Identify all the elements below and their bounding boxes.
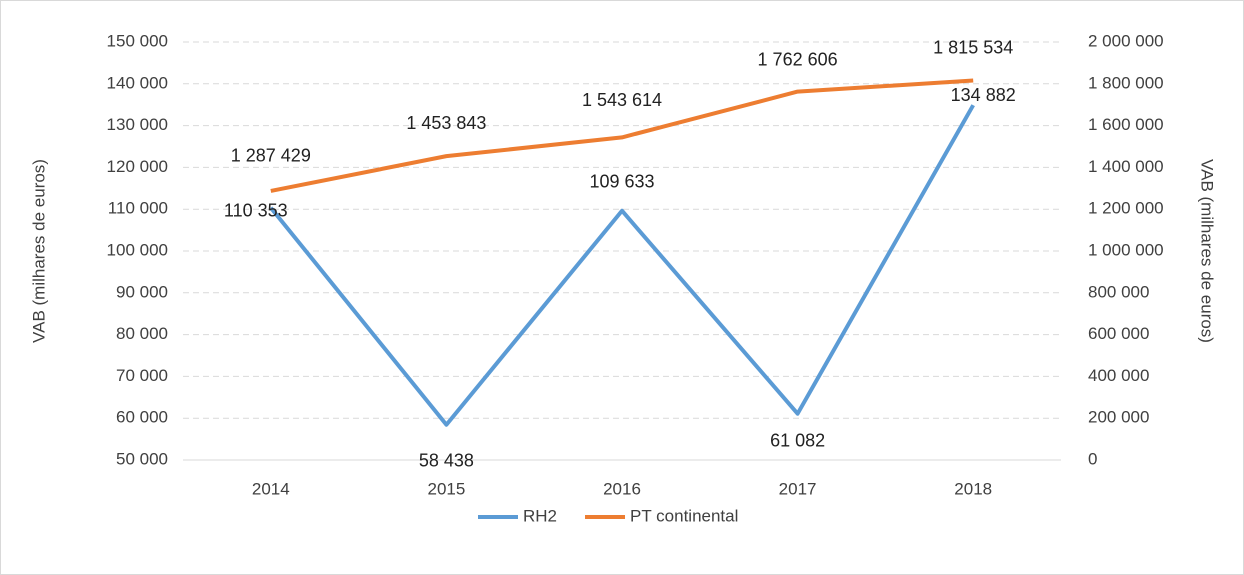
yticks-label: 150 000 xyxy=(107,31,168,50)
x-tick-label: 2018 xyxy=(954,479,992,498)
data-label: 1 543 614 xyxy=(582,90,662,110)
y2ticks-label: 800 000 xyxy=(1088,282,1149,301)
y2ticks-label: 1 600 000 xyxy=(1088,115,1164,134)
data-label: 1 815 534 xyxy=(933,37,1013,57)
y2ticks-label: 1 000 000 xyxy=(1088,240,1164,259)
data-label: 134 882 xyxy=(951,85,1016,105)
y2ticks-label: 1 200 000 xyxy=(1088,199,1164,218)
data-label: 1 287 429 xyxy=(231,146,311,166)
y2-axis-title: VAB (milhares de euros) xyxy=(1198,159,1217,343)
yticks-label: 50 000 xyxy=(116,449,168,468)
series-line xyxy=(269,104,975,427)
legend-label: RH2 xyxy=(523,506,557,525)
y2ticks-label: 1 800 000 xyxy=(1088,73,1164,92)
y2ticks-label: 1 400 000 xyxy=(1088,157,1164,176)
data-label: 110 353 xyxy=(224,200,288,220)
data-label: 1 762 606 xyxy=(758,49,838,69)
y2ticks-label: 0 xyxy=(1088,449,1097,468)
y2ticks-label: 200 000 xyxy=(1088,408,1149,427)
yticks-label: 140 000 xyxy=(107,73,168,92)
y2ticks-label: 2 000 000 xyxy=(1088,31,1164,50)
x-tick-label: 2015 xyxy=(427,479,465,498)
yticks-label: 70 000 xyxy=(116,366,168,385)
x-tick-label: 2017 xyxy=(779,479,817,498)
yticks-label: 130 000 xyxy=(107,115,168,134)
x-tick-label: 2014 xyxy=(252,479,290,498)
data-label: 1 453 843 xyxy=(406,113,486,133)
yticks-label: 60 000 xyxy=(116,408,168,427)
x-tick-label: 2016 xyxy=(603,479,641,498)
y2ticks-label: 400 000 xyxy=(1088,366,1149,385)
series-line xyxy=(270,78,974,193)
legend-label: PT continental xyxy=(630,506,738,525)
y2ticks-label: 600 000 xyxy=(1088,324,1149,343)
data-label: 109 633 xyxy=(589,171,654,191)
yticks-label: 120 000 xyxy=(107,157,168,176)
yticks-label: 100 000 xyxy=(107,240,168,259)
yticks-label: 110 000 xyxy=(108,199,168,218)
yticks-label: 80 000 xyxy=(116,324,168,343)
yticks-label: 90 000 xyxy=(116,282,168,301)
y-axis-title: VAB (milhares de euros) xyxy=(29,159,48,343)
data-label: 61 082 xyxy=(770,430,825,450)
data-label: 58 438 xyxy=(419,450,474,470)
